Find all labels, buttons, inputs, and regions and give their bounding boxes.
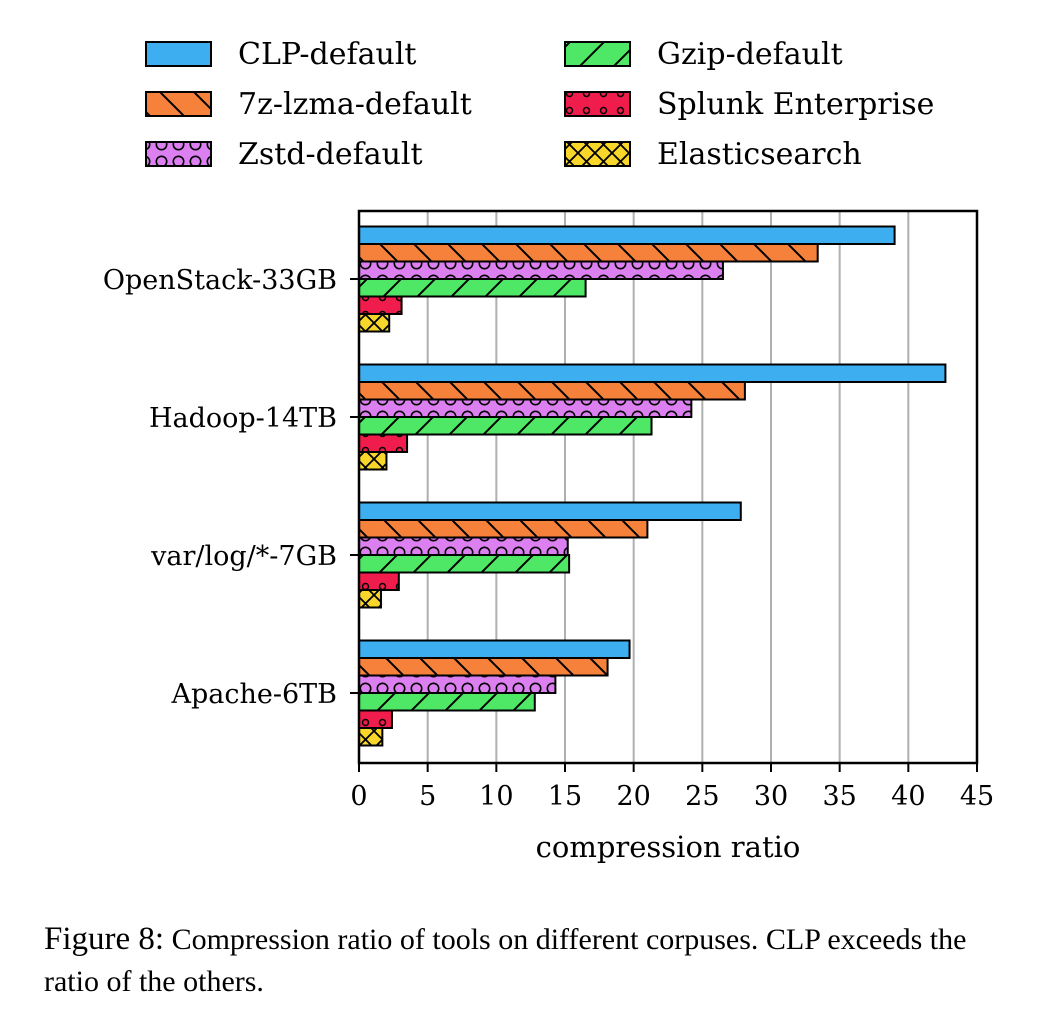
y-tick-label: OpenStack-33GB [103,265,337,296]
legend-swatch [145,141,212,167]
y-tick-label: Apache-6TB [170,679,337,710]
x-tick-label: 10 [479,781,513,812]
bar [358,313,391,333]
caption-text: Compression ratio of tools on different … [44,923,967,998]
bar [358,692,536,712]
x-tick-label: 15 [548,781,582,812]
bar [358,260,724,280]
bar [358,225,896,245]
legend-swatch [145,41,212,67]
legend-swatch [145,91,212,117]
bar [358,536,569,556]
caption-lead: Figure 8: [44,921,165,957]
x-tick-label: 20 [616,781,650,812]
bar [358,295,403,315]
legend-label: Zstd-default [238,137,423,172]
x-tick-label: 45 [960,781,994,812]
bar [358,398,693,418]
x-axis-label: compression ratio [536,830,801,864]
figure-caption: Figure 8: Compression ratio of tools on … [44,918,1019,1003]
bar [358,519,649,539]
bar [358,501,742,521]
chart: CLP-default 7z-lzma-default Zstd-default Gz… [103,37,994,864]
bar [358,674,557,694]
y-tick-label: var/log/*-7GB [150,541,337,572]
x-tick-label: 5 [419,781,436,812]
legend-label: Splunk Enterprise [657,87,934,122]
legend-swatch [564,41,631,67]
bar [358,243,819,263]
legend-swatch [564,141,631,167]
bar [358,571,400,591]
bar [358,363,947,383]
bar [358,278,587,298]
x-axis: 0 5 10 15 20 25 30 35 40 45 [350,763,994,812]
bar [358,416,653,436]
legend-label: 7z-lzma-default [238,87,472,122]
bar [358,451,388,471]
bar [358,381,746,401]
legend: CLP-default 7z-lzma-default Zstd-default Gz… [145,37,934,172]
x-tick-label: 30 [754,781,788,812]
legend-entry: Zstd-default [145,137,423,172]
bar [358,589,382,609]
y-axis: OpenStack-33GB Hadoop-14TB var/log/*-7GB Ap… [103,265,359,710]
x-tick-label: 35 [822,781,856,812]
y-tick-label: Hadoop-14TB [149,403,337,434]
legend-entry: CLP-default [145,37,416,72]
x-tick-label: 0 [350,781,367,812]
legend-entry: 7z-lzma-default [145,87,472,122]
legend-swatch [564,91,631,117]
bar [358,554,571,574]
legend-entry: Gzip-default [564,37,843,72]
bar [358,639,631,659]
legend-label: CLP-default [238,37,416,72]
bar [358,709,393,729]
bar [358,433,409,453]
bars [358,225,947,747]
grid-lines [426,211,910,763]
plot-frame [357,209,979,765]
legend-entry: Splunk Enterprise [564,87,934,122]
x-tick-label: 25 [685,781,719,812]
bar [358,727,384,747]
bar [358,657,609,677]
legend-label: Gzip-default [657,37,843,72]
legend-entry: Elasticsearch [564,137,862,172]
legend-label: Elasticsearch [657,137,862,172]
x-tick-label: 40 [891,781,925,812]
